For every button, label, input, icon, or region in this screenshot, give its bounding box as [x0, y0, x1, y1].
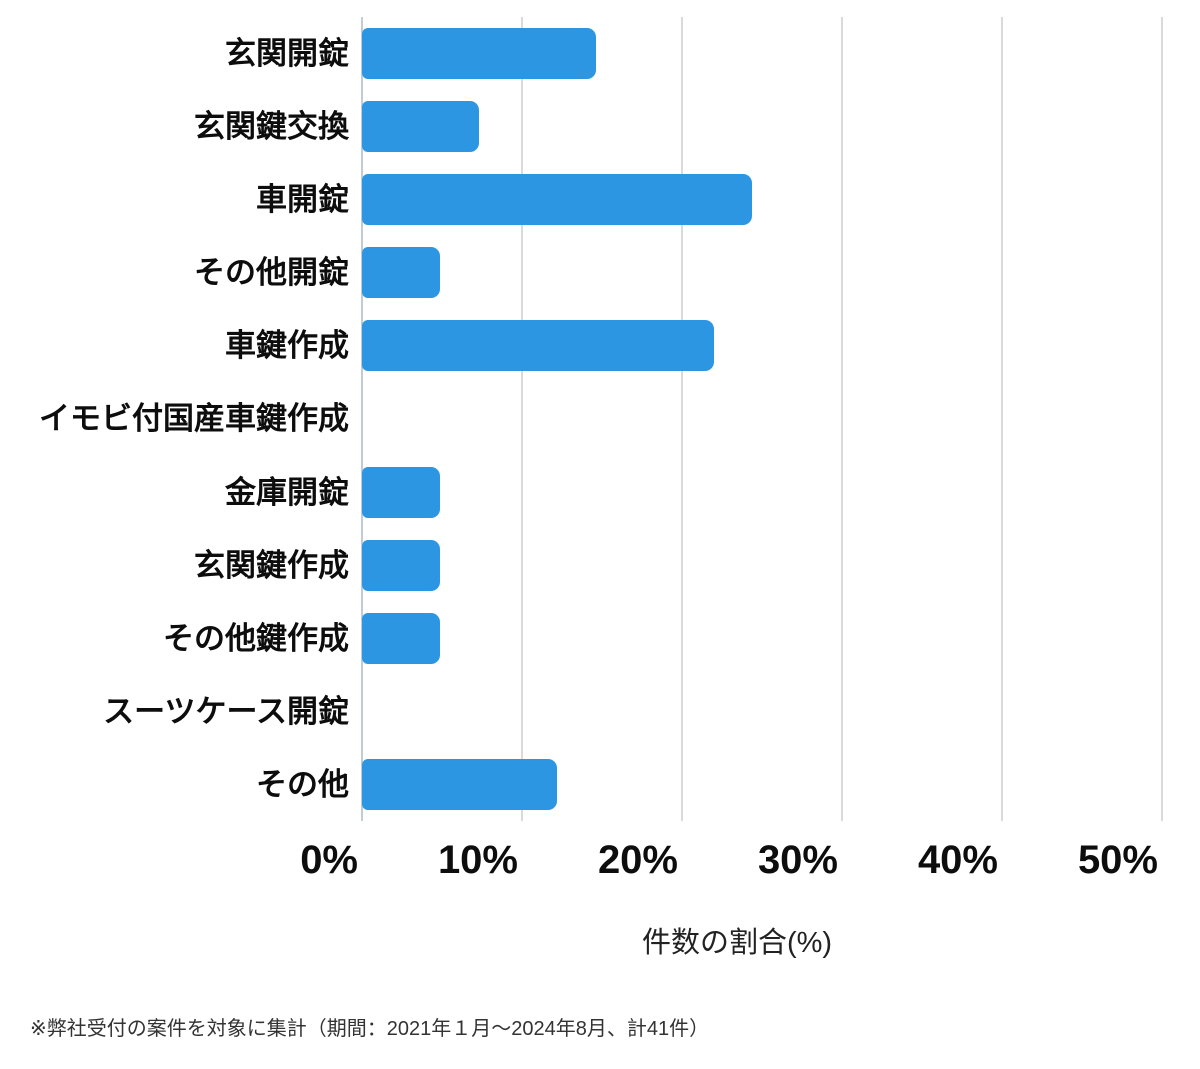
- category-label: 玄関鍵作成: [194, 547, 349, 583]
- category-label: その他: [256, 766, 349, 802]
- bar: [362, 28, 596, 80]
- bar: [362, 466, 441, 518]
- gridline: [841, 17, 843, 821]
- bar: [362, 758, 558, 810]
- category-label: 金庫開錠: [225, 474, 349, 510]
- gridline: [1161, 17, 1163, 821]
- bar: [362, 539, 441, 591]
- bar: [362, 247, 441, 299]
- bar: [362, 612, 441, 664]
- category-label: 玄関開錠: [225, 36, 349, 71]
- x-tick-label: 10%: [437, 838, 518, 882]
- bar: [362, 320, 714, 372]
- gridline: [681, 17, 683, 821]
- x-tick-label: 50%: [1077, 838, 1158, 882]
- x-tick-label: 20%: [597, 838, 678, 882]
- y-axis-line: [361, 17, 363, 821]
- x-tick-label: 30%: [757, 838, 838, 882]
- gridline: [521, 17, 523, 821]
- bar: [362, 101, 479, 153]
- category-label: イモビ付国産車鍵作成: [39, 401, 349, 437]
- x-axis-title: 件数の割合(%): [641, 927, 833, 959]
- gridline: [1001, 17, 1003, 821]
- x-tick-label: 0%: [300, 838, 358, 882]
- footnote-text: ※弊社受付の案件を対象に集計（期間：2021年１月〜2024年8月、計41件）: [30, 1018, 710, 1040]
- category-label: その他鍵作成: [163, 620, 349, 656]
- category-label: 車開錠: [256, 182, 349, 218]
- category-label: 車鍵作成: [225, 328, 349, 364]
- category-label: その他開錠: [194, 255, 349, 291]
- plot-area: [361, 17, 1163, 821]
- bar: [362, 174, 753, 226]
- category-label: スーツケース開錠: [103, 693, 349, 729]
- category-label: 玄関鍵交換: [194, 109, 349, 145]
- x-tick-label: 40%: [917, 838, 998, 882]
